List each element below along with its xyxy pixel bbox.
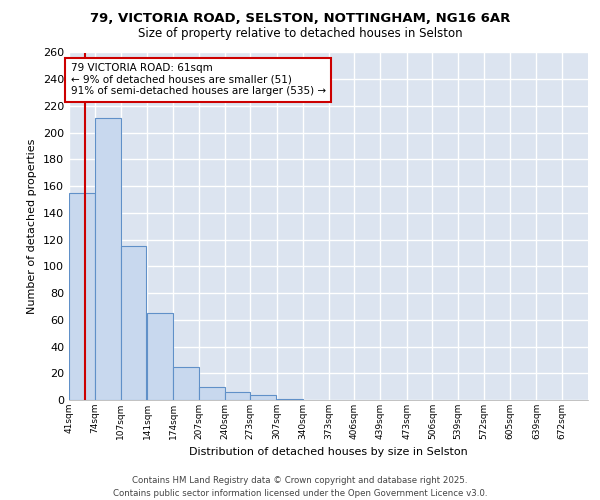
Bar: [250, 394, 276, 400]
Bar: [173, 366, 199, 400]
Bar: [69, 193, 95, 400]
Text: 79, VICTORIA ROAD, SELSTON, NOTTINGHAM, NG16 6AR: 79, VICTORIA ROAD, SELSTON, NOTTINGHAM, …: [90, 12, 510, 26]
Bar: [199, 386, 224, 400]
Bar: [95, 118, 121, 400]
Y-axis label: Number of detached properties: Number of detached properties: [28, 138, 37, 314]
Text: Contains HM Land Registry data © Crown copyright and database right 2025.
Contai: Contains HM Land Registry data © Crown c…: [113, 476, 487, 498]
Text: 79 VICTORIA ROAD: 61sqm
← 9% of detached houses are smaller (51)
91% of semi-det: 79 VICTORIA ROAD: 61sqm ← 9% of detached…: [71, 63, 326, 96]
Bar: [277, 398, 303, 400]
Bar: [224, 392, 250, 400]
Bar: [147, 313, 173, 400]
Bar: [121, 246, 146, 400]
X-axis label: Distribution of detached houses by size in Selston: Distribution of detached houses by size …: [189, 448, 468, 458]
Text: Size of property relative to detached houses in Selston: Size of property relative to detached ho…: [137, 28, 463, 40]
